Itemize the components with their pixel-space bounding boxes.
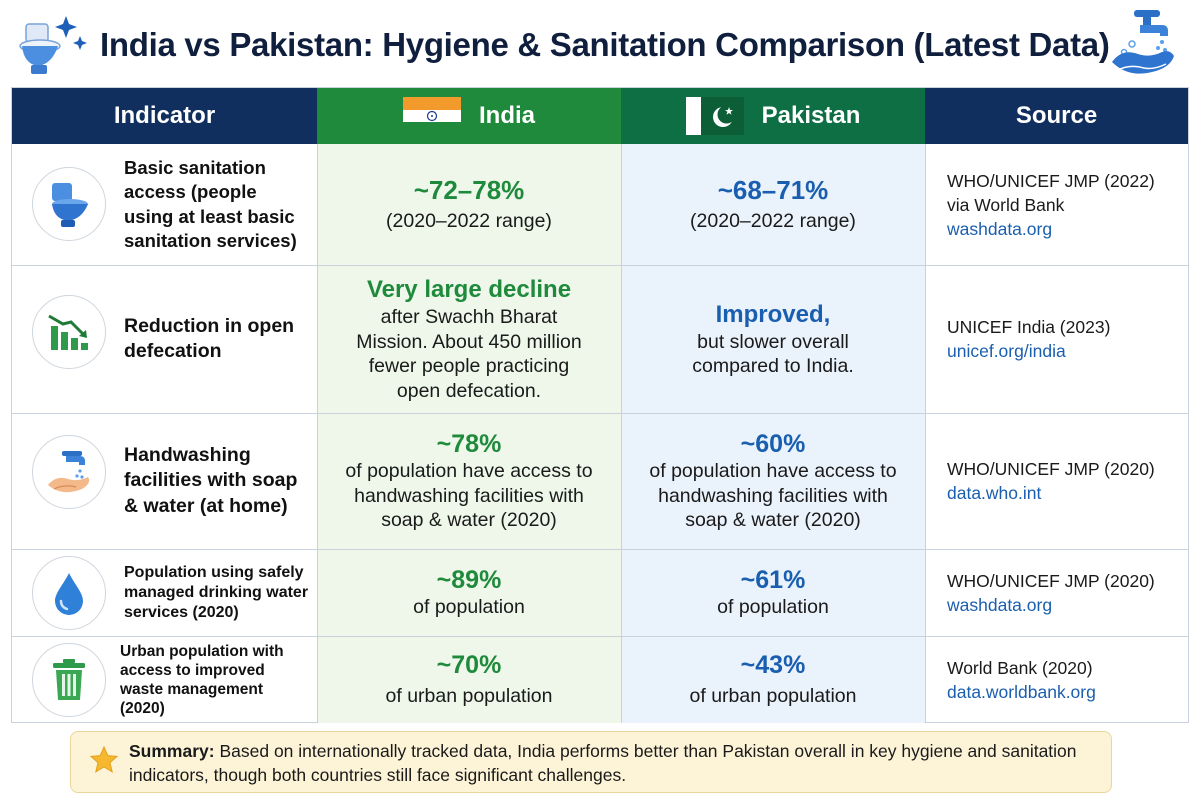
- source-text: World Bank (2020): [947, 657, 1093, 678]
- column-header-india: India: [317, 88, 621, 144]
- column-header-pakistan-label: Pakistan: [761, 102, 861, 129]
- row-divider: [12, 265, 1188, 266]
- india-detail: after Swachh Bharat Mission. About 450 m…: [356, 306, 582, 402]
- table-row: Population using safely managed drinking…: [12, 549, 1188, 636]
- handwashing-tap-icon: [1104, 6, 1184, 84]
- summary-box: Summary: Based on internationally tracke…: [70, 731, 1112, 793]
- toilet-icon: [32, 167, 106, 241]
- column-divider: [925, 144, 926, 723]
- india-detail: (2020–2022 range): [386, 210, 552, 233]
- india-headline: ~89%: [436, 566, 502, 595]
- indicator-label: Basic sanitation access (people using at…: [124, 156, 297, 252]
- page-header: India vs Pakistan: Hygiene & Sanitation …: [0, 0, 1200, 88]
- indicator-label: Urban population with access to improved…: [120, 642, 284, 717]
- pakistan-detail: (2020–2022 range): [690, 210, 856, 233]
- source-text: WHO/UNICEF JMP (2020): [947, 570, 1155, 591]
- pakistan-value-cell: ~61% of population: [621, 549, 925, 636]
- row-divider: [12, 413, 1188, 414]
- india-value-cell: ~78% of population have access to handwa…: [317, 413, 621, 549]
- pakistan-detail: of population: [717, 596, 829, 619]
- summary-text: Summary: Based on internationally tracke…: [129, 739, 1104, 787]
- indicator-cell: Urban population with access to improved…: [12, 636, 317, 723]
- pakistan-headline: ~43%: [740, 651, 806, 680]
- source-text: WHO/UNICEF JMP (2020): [947, 459, 1155, 479]
- india-headline: ~70%: [436, 651, 502, 680]
- column-header-source: Source: [925, 88, 1188, 144]
- source-cell: WHO/UNICEF JMP (2022) via World Bank was…: [925, 144, 1188, 265]
- source-text: UNICEF India (2023): [947, 317, 1111, 337]
- table-row: Reduction in open defecation Very large …: [12, 265, 1188, 413]
- india-detail: of urban population: [385, 685, 553, 708]
- table-row: Handwashing facilities with soap & water…: [12, 413, 1188, 549]
- star-icon: [89, 745, 119, 775]
- column-header-india-label: India: [478, 102, 535, 129]
- india-detail: of population: [413, 596, 525, 619]
- india-headline: ~78%: [436, 430, 502, 459]
- pakistan-detail: but slower overall compared to India.: [692, 330, 854, 378]
- pakistan-value-cell: ~43% of urban population: [621, 636, 925, 723]
- source-link[interactable]: washdata.org: [947, 218, 1053, 239]
- indicator-cell: Basic sanitation access (people using at…: [12, 144, 317, 265]
- pakistan-value-cell: ~60% of population have access to handwa…: [621, 413, 925, 549]
- source-link[interactable]: unicef.org/india: [947, 341, 1066, 361]
- source-cell: UNICEF India (2023) unicef.org/india: [925, 265, 1188, 413]
- column-divider: [317, 144, 318, 723]
- indicator-cell: Reduction in open defecation: [12, 265, 317, 413]
- source-cell: WHO/UNICEF JMP (2020) washdata.org: [925, 549, 1188, 636]
- indicator-label: Population using safely managed drinking…: [124, 563, 309, 621]
- india-headline: ~72–78%: [413, 175, 525, 206]
- source-text: via World Bank: [947, 194, 1065, 215]
- table-row: Urban population with access to improved…: [12, 636, 1188, 723]
- pakistan-detail: of population have access to handwashing…: [649, 460, 897, 532]
- pakistan-headline: ~68–71%: [717, 175, 829, 206]
- row-divider: [12, 549, 1188, 550]
- indicator-label: Reduction in open defecation: [124, 315, 295, 362]
- pakistan-headline: ~60%: [740, 430, 806, 459]
- pakistan-flag-icon: [685, 97, 744, 135]
- water-drop-icon: [32, 556, 106, 630]
- table-header: Indicator India: [12, 88, 1188, 144]
- india-flag-icon: [402, 97, 461, 135]
- india-value-cell: ~70% of urban population: [317, 636, 621, 723]
- handwashing-icon: [32, 435, 106, 509]
- pakistan-headline: ~61%: [740, 566, 806, 595]
- column-header-pakistan: Pakistan: [621, 88, 925, 144]
- row-divider: [12, 636, 1188, 637]
- indicator-label: Handwashing facilities with soap & water…: [124, 443, 298, 517]
- india-detail: of population have access to handwashing…: [345, 460, 593, 532]
- source-link[interactable]: data.who.int: [947, 483, 1042, 503]
- india-value-cell: ~89% of population: [317, 549, 621, 636]
- pakistan-detail: of urban population: [689, 685, 857, 708]
- summary-body: Based on internationally tracked data, I…: [129, 741, 1077, 785]
- source-link[interactable]: data.worldbank.org: [947, 681, 1096, 702]
- toilet-sparkle-icon: [14, 10, 94, 82]
- comparison-table: Indicator India: [11, 87, 1189, 723]
- pakistan-value-cell: Improved, but slower overall compared to…: [621, 265, 925, 413]
- pakistan-column-background: [621, 144, 925, 723]
- declining-chart-icon: [32, 295, 106, 369]
- table-row: Basic sanitation access (people using at…: [12, 144, 1188, 265]
- source-cell: World Bank (2020) data.worldbank.org: [925, 636, 1188, 723]
- india-value-cell: Very large decline after Swachh Bharat M…: [317, 265, 621, 413]
- india-value-cell: ~72–78% (2020–2022 range): [317, 144, 621, 265]
- pakistan-headline: Improved,: [715, 300, 831, 328]
- trash-bin-icon: [32, 643, 106, 717]
- column-divider: [621, 144, 622, 723]
- page-title: India vs Pakistan: Hygiene & Sanitation …: [100, 26, 1110, 63]
- india-headline: Very large decline: [366, 276, 572, 303]
- india-column-background: [317, 144, 621, 723]
- pakistan-value-cell: ~68–71% (2020–2022 range): [621, 144, 925, 265]
- summary-label: Summary:: [129, 741, 215, 761]
- source-link[interactable]: washdata.org: [947, 594, 1053, 615]
- source-cell: WHO/UNICEF JMP (2020) data.who.int: [925, 413, 1188, 549]
- source-text: WHO/UNICEF JMP (2022): [947, 170, 1155, 191]
- indicator-cell: Population using safely managed drinking…: [12, 549, 317, 636]
- column-header-indicator: Indicator: [12, 88, 317, 144]
- indicator-cell: Handwashing facilities with soap & water…: [12, 413, 317, 549]
